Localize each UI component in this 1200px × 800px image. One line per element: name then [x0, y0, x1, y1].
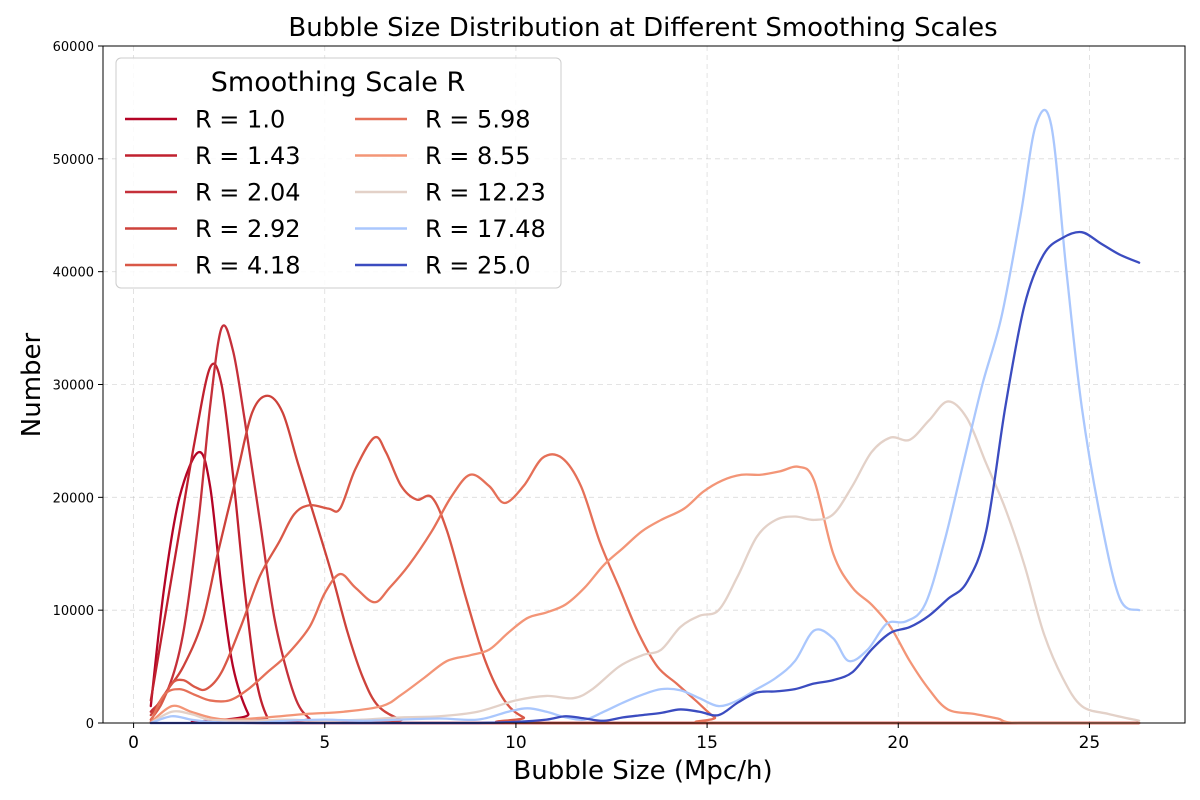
y-tick-label: 50000 [53, 153, 94, 168]
chart-title: Bubble Size Distribution at Different Sm… [288, 13, 997, 43]
series-line-7 [149, 465, 1141, 725]
legend-label-10: R = 25.0 [425, 252, 530, 280]
legend: Smoothing Scale R R = 1.0 R = 1.43 R = 2.0… [115, 57, 562, 289]
x-tick-label: 25 [1079, 733, 1101, 753]
y-tick-label: 20000 [53, 491, 94, 506]
legend-title: Smoothing Scale R [211, 67, 466, 98]
legend-label-2: R = 1.43 [195, 142, 300, 170]
y-tick-label: 40000 [53, 266, 94, 281]
legend-entries: R = 1.0 R = 1.43 R = 2.04 R = 2.92 R = 4.18 R… [125, 106, 546, 280]
y-axis-label: Number [17, 332, 47, 437]
legend-label-6: R = 5.98 [425, 106, 530, 134]
series-line-5 [149, 435, 1141, 725]
legend-label-7: R = 8.55 [425, 142, 530, 170]
series-line-2 [149, 362, 1141, 725]
x-tick-label: 0 [128, 733, 139, 753]
y-tick-label: 10000 [53, 604, 94, 619]
legend-label-8: R = 12.23 [425, 179, 546, 207]
x-tick-label: 10 [505, 733, 527, 753]
y-tick-label: 30000 [53, 379, 94, 394]
legend-label-1: R = 1.0 [195, 106, 285, 134]
series-line-1 [149, 451, 1141, 725]
y-tick-label: 60000 [53, 40, 94, 55]
axis-ticks: 0 5 10 15 20 25 0 10000 20000 30000 40000 50000 6000… [53, 40, 1101, 753]
x-tick-label: 5 [319, 733, 330, 753]
legend-label-5: R = 4.18 [195, 252, 300, 280]
y-tick-label: 0 [86, 717, 94, 732]
series-line-3 [149, 324, 1141, 725]
series-line-9 [149, 109, 1141, 725]
series-line-8 [149, 400, 1141, 725]
legend-box [115, 57, 562, 289]
legend-label-4: R = 2.92 [195, 215, 300, 243]
series-line-10 [149, 230, 1141, 725]
legend-label-9: R = 17.48 [425, 215, 546, 243]
legend-label-3: R = 2.04 [195, 179, 300, 207]
series-line-4 [149, 394, 1141, 725]
series-line-6 [149, 453, 1141, 725]
x-tick-label: 15 [696, 733, 718, 753]
x-tick-label: 20 [887, 733, 909, 753]
x-axis-label: Bubble Size (Mpc/h) [513, 756, 772, 786]
